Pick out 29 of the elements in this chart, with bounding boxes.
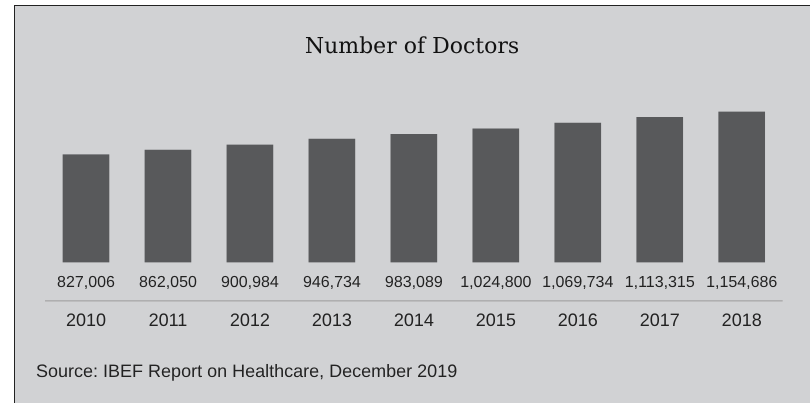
bar [554, 122, 602, 262]
data-label: 1,069,734 [542, 274, 614, 291]
data-label: 900,984 [220, 274, 279, 291]
bar [390, 134, 438, 262]
bar [718, 112, 766, 262]
data-label: 946,734 [302, 274, 361, 291]
data-label: 827,006 [57, 274, 115, 291]
bar [308, 138, 356, 262]
chart-title: Number of Doctors [304, 34, 520, 59]
x-tick-label: 2018 [722, 310, 762, 330]
data-label: 862,050 [139, 274, 197, 291]
x-tick-label: 2016 [558, 310, 598, 330]
x-tick-label: 2011 [148, 310, 188, 330]
data-label: 983,089 [384, 274, 443, 291]
x-tick-label: 2017 [640, 310, 680, 330]
bar [226, 144, 274, 262]
data-label: 1,113,315 [624, 274, 695, 291]
data-label: 1,154,686 [706, 274, 778, 291]
x-tick-label: 2010 [66, 310, 106, 330]
x-tick-label: 2013 [312, 310, 352, 330]
source-note: Source: IBEF Report on Healthcare, December 2019 [36, 361, 458, 382]
x-tick-label: 2015 [476, 310, 516, 330]
bar [636, 117, 684, 262]
bar [144, 150, 192, 262]
bar [62, 154, 110, 262]
x-tick-label: 2012 [230, 310, 270, 330]
x-tick-label: 2014 [394, 310, 434, 330]
bar [472, 128, 520, 262]
data-label: 1,024,800 [460, 274, 532, 291]
